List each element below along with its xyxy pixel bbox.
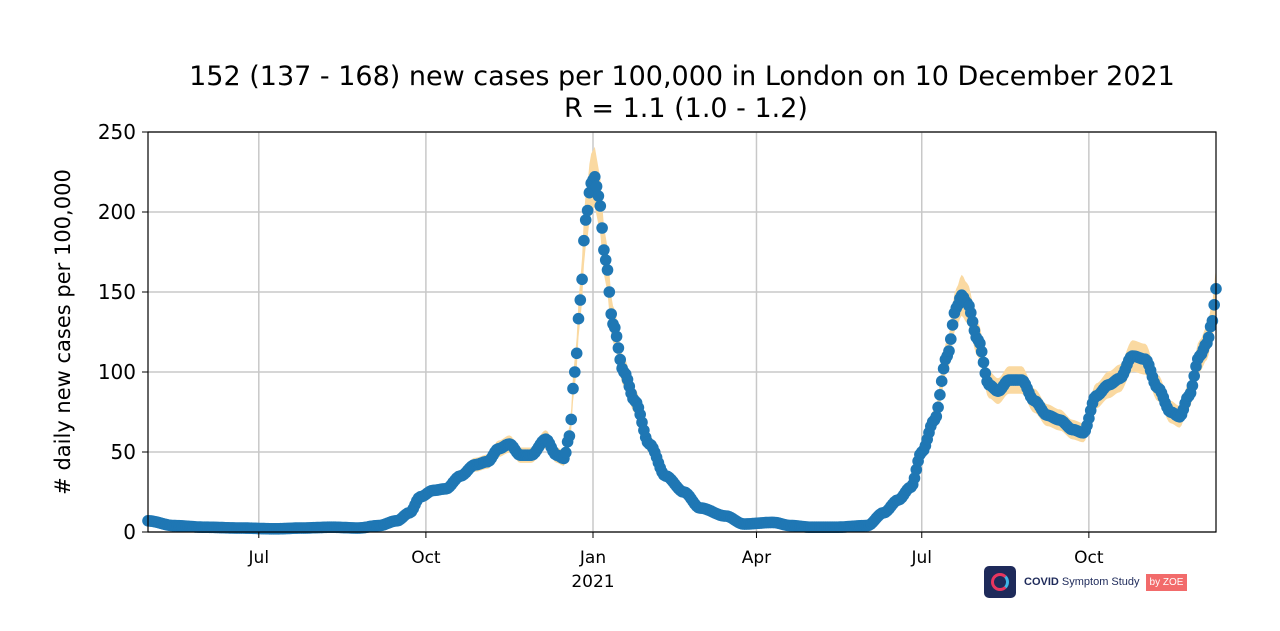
chart-title: 152 (137 - 168) new cases per 100,000 in… (189, 61, 1175, 92)
data-point (609, 321, 621, 334)
data-point (594, 200, 607, 212)
covid-symptom-study-logo: COVID Symptom Study by ZOE (984, 564, 1188, 600)
data-point (614, 353, 626, 366)
x-tick-label: Oct (1074, 548, 1104, 568)
data-point (601, 264, 614, 276)
data-point (943, 345, 955, 357)
x-tick-label: Oct (411, 548, 441, 568)
data-point (589, 171, 601, 183)
x-axis-ticks: Jul Oct Jan 2021 Apr Jul Oct (248, 532, 1104, 592)
y-tick-label: 200 (98, 200, 136, 224)
data-point (977, 356, 990, 369)
data-point (612, 342, 625, 354)
data-point (565, 413, 577, 426)
data-point (610, 330, 623, 343)
data-point (1186, 379, 1199, 392)
data-point (592, 190, 605, 202)
confidence-band (148, 146, 1216, 531)
data-point (603, 286, 616, 298)
y-axis-ticks: 0 50 100 150 200 250 (98, 120, 148, 544)
data-point (935, 375, 948, 388)
y-tick-label: 100 (98, 360, 136, 384)
data-point (975, 345, 988, 358)
y-axis-label: # daily new cases per 100,000 (51, 169, 75, 495)
y-tick-label: 150 (98, 280, 136, 304)
confidence-band-area (148, 146, 1216, 531)
data-point (579, 214, 592, 226)
data-point (578, 234, 590, 247)
data-point (599, 254, 612, 266)
logo-badge-icon (984, 566, 1016, 598)
data-point (567, 382, 579, 395)
data-point (570, 347, 583, 360)
data-point (937, 362, 950, 375)
plot-frame (147, 131, 1217, 533)
logo-by-zoe: by ZOE (1145, 573, 1188, 591)
data-points (142, 171, 1222, 535)
x-tick-year-label: 2021 (571, 572, 614, 592)
data-point (574, 294, 587, 306)
data-point (590, 180, 603, 193)
data-point (945, 333, 957, 345)
y-tick-label: 250 (98, 120, 136, 144)
grid-lines (148, 131, 1216, 533)
data-point (560, 446, 572, 459)
x-tick-label: Jul (910, 548, 932, 568)
x-tick-label: Jan (579, 548, 606, 568)
data-point (966, 315, 979, 328)
data-point (598, 244, 610, 256)
data-point (1208, 299, 1220, 311)
data-point (563, 430, 576, 442)
data-point (605, 308, 617, 320)
data-point (581, 204, 594, 217)
y-tick-label: 0 (123, 520, 136, 544)
data-point (596, 222, 608, 234)
data-point (965, 306, 977, 319)
data-point (930, 410, 943, 423)
data-point (572, 312, 585, 325)
data-point (1202, 331, 1215, 344)
data-point (1206, 315, 1219, 327)
data-point (932, 401, 944, 414)
x-tick-label: Jul (248, 548, 270, 568)
data-point (946, 319, 959, 331)
logo-name: COVID Symptom Study (1024, 576, 1140, 588)
chart-subtitle: R = 1.1 (1.0 - 1.2) (564, 93, 808, 124)
data-point (1188, 370, 1200, 382)
data-point (576, 273, 588, 286)
x-tick-label: Apr (742, 548, 771, 568)
data-point (569, 366, 581, 378)
data-point (934, 389, 946, 401)
y-tick-label: 50 (111, 440, 136, 464)
